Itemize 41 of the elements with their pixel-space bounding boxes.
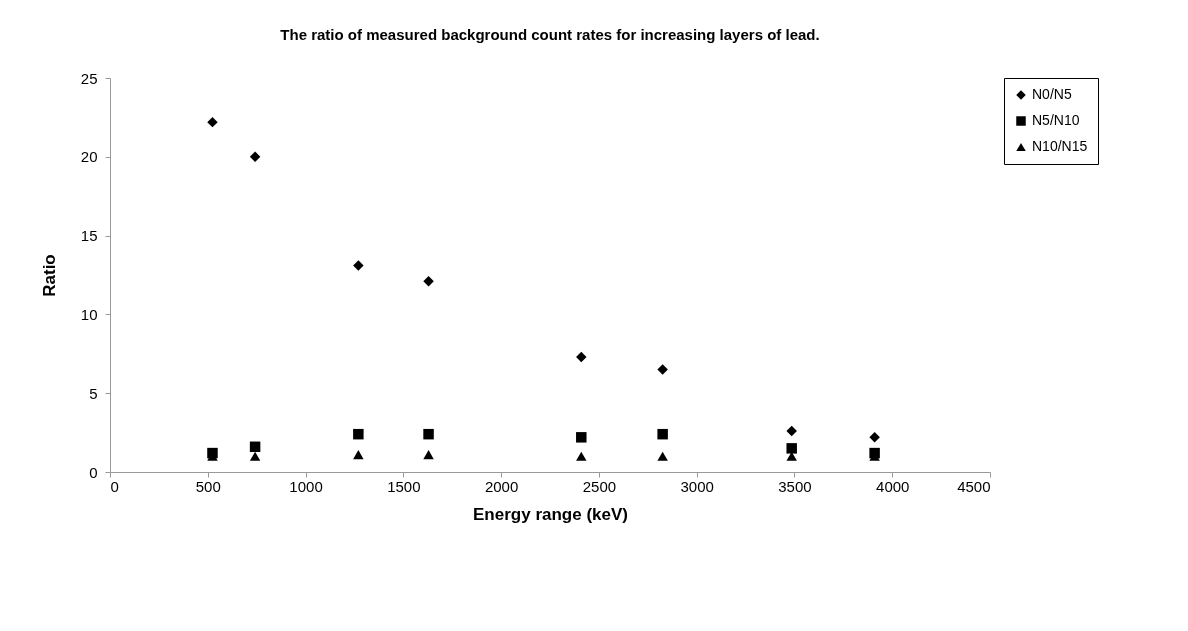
- y-tick-label: 5: [89, 384, 98, 402]
- x-tick-label: 1000: [289, 477, 323, 495]
- point: [249, 451, 261, 461]
- point: [249, 151, 261, 163]
- point: [869, 432, 880, 443]
- x-tick-label: 4500: [957, 477, 991, 495]
- x-tick-label: 2500: [582, 477, 617, 495]
- point: [207, 116, 218, 128]
- point: [576, 432, 587, 443]
- legend-label: N0/N5: [1032, 86, 1072, 102]
- x-axis-title: Energy range (keV): [473, 504, 628, 524]
- x-tick-label: 3000: [680, 477, 714, 495]
- point: [576, 351, 587, 363]
- point: [353, 260, 364, 271]
- point: [249, 441, 261, 453]
- x-tick-label: 0: [110, 477, 119, 495]
- point: [786, 443, 797, 454]
- point: [353, 450, 364, 460]
- y-tick-label: 25: [80, 69, 98, 87]
- point: [423, 428, 434, 440]
- point: [576, 451, 587, 461]
- point: [353, 428, 364, 440]
- point: [423, 450, 434, 460]
- y-axis-title: Ratio: [39, 254, 59, 297]
- x-tick-label: 1500: [387, 477, 421, 495]
- point: [423, 276, 434, 287]
- point: [657, 428, 668, 440]
- legend-label: N5/N10: [1032, 112, 1080, 128]
- legend-label: N10/N15: [1032, 138, 1088, 154]
- point: [657, 451, 668, 461]
- x-tick-label: 2000: [484, 477, 519, 495]
- y-tick-label: 20: [80, 148, 98, 166]
- x-tick-label: 3500: [778, 477, 812, 495]
- chart-title: The ratio of measured background count rates for increasing layers of lead.: [280, 26, 820, 43]
- x-tick-label: 4000: [876, 477, 910, 495]
- point: [657, 364, 668, 375]
- x-tick-label: 500: [195, 477, 221, 495]
- y-tick-label: 15: [80, 227, 98, 245]
- y-tick-label: 10: [80, 305, 98, 323]
- y-tick-label: 0: [89, 463, 98, 481]
- point: [786, 425, 797, 437]
